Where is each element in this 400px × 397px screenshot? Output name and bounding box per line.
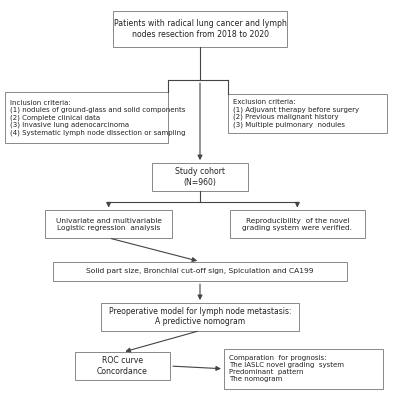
- FancyBboxPatch shape: [53, 262, 347, 281]
- Text: Univariate and multivariable
Logistic regression  analysis: Univariate and multivariable Logistic re…: [56, 218, 162, 231]
- Text: Study cohort
(N=960): Study cohort (N=960): [175, 167, 225, 187]
- Text: Inclusion criteria:
(1) nodules of ground-glass and solid components
(2) Complet: Inclusion criteria: (1) nodules of groun…: [10, 100, 186, 136]
- Text: ROC curve
Concordance: ROC curve Concordance: [97, 357, 148, 376]
- Text: Reproducibility  of the novel
grading system were verified.: Reproducibility of the novel grading sys…: [242, 218, 352, 231]
- FancyBboxPatch shape: [5, 92, 168, 143]
- Text: Solid part size, Bronchial cut-off sign, Spiculation and CA199: Solid part size, Bronchial cut-off sign,…: [86, 268, 314, 274]
- Text: Comparation  for prognosis:
The IASLC novel grading  system
Predominant  pattern: Comparation for prognosis: The IASLC nov…: [229, 355, 344, 382]
- FancyBboxPatch shape: [75, 352, 170, 380]
- FancyBboxPatch shape: [152, 163, 248, 191]
- FancyBboxPatch shape: [230, 210, 365, 238]
- Text: Exclusion criteria:
(1) Adjuvant therapy before surgery
(2) Previous malignant h: Exclusion criteria: (1) Adjuvant therapy…: [232, 100, 359, 128]
- FancyBboxPatch shape: [45, 210, 172, 238]
- Text: Preoperative model for lymph node metastasis:
A predictive nomogram: Preoperative model for lymph node metast…: [109, 307, 291, 326]
- FancyBboxPatch shape: [228, 94, 387, 133]
- Text: Patients with radical lung cancer and lymph
nodes resection from 2018 to 2020: Patients with radical lung cancer and ly…: [114, 19, 286, 39]
- FancyBboxPatch shape: [224, 349, 383, 389]
- FancyBboxPatch shape: [113, 11, 287, 47]
- FancyBboxPatch shape: [101, 303, 299, 331]
